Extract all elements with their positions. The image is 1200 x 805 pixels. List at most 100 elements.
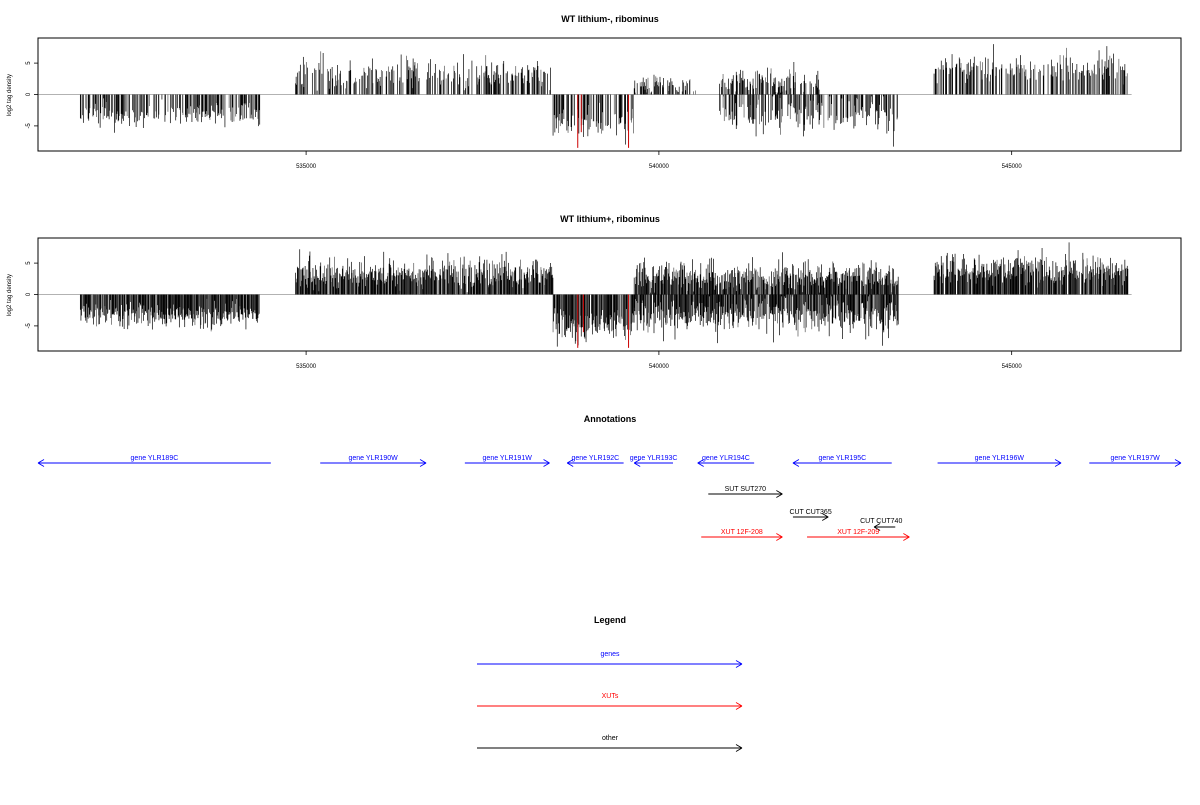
legend-item-gene: genes bbox=[477, 651, 743, 668]
feature-gene: gene YLR193C bbox=[630, 455, 678, 467]
feature-gene: gene YLR191W bbox=[464, 455, 550, 467]
arrow-head bbox=[1054, 459, 1062, 464]
arrow-head bbox=[776, 490, 783, 495]
bar-series bbox=[38, 242, 1132, 348]
arrow-head bbox=[419, 459, 427, 464]
y-tick-label: 0 bbox=[26, 92, 32, 96]
legend-item-xut: XUTs bbox=[477, 693, 743, 710]
panel-lithium-minus: WT lithium-, ribominus -5 0 5 535000 540000… bbox=[7, 14, 1182, 170]
feature-xut: XUT 12F-208 bbox=[701, 529, 783, 541]
y-tick-label: -5 bbox=[26, 323, 32, 329]
y-axis-label: log2 tag density bbox=[7, 74, 13, 116]
feature-label: gene YLR193C bbox=[630, 455, 678, 462]
legend-label: genes bbox=[600, 651, 620, 658]
arrow-head bbox=[543, 459, 550, 464]
panel-title: WT lithium-, ribominus bbox=[561, 14, 659, 24]
arrow-head bbox=[735, 660, 743, 665]
feature-label: CUT CUT365 bbox=[789, 509, 831, 516]
arrow-head bbox=[821, 513, 829, 518]
panel-lithium-plus: WT lithium+, ribominus -5 0 5 535000 540000… bbox=[7, 214, 1182, 370]
arrow-head bbox=[735, 663, 743, 668]
feature-label: gene YLR191W bbox=[483, 455, 533, 462]
feature-other: CUT CUT365 bbox=[789, 509, 832, 521]
feature-label: XUT 12F-208 bbox=[721, 529, 763, 536]
arrow-head bbox=[776, 533, 783, 538]
feature-gene: gene YLR189C bbox=[37, 455, 271, 467]
arrow-head bbox=[735, 702, 743, 707]
feature-gene: gene YLR190W bbox=[320, 455, 427, 467]
arrow-head bbox=[1174, 462, 1182, 467]
arrow-head bbox=[633, 462, 641, 467]
arrow-head bbox=[419, 462, 427, 467]
panel-title: WT lithium+, ribominus bbox=[560, 214, 660, 224]
arrow-head bbox=[697, 459, 704, 464]
y-axis-label: log2 tag density bbox=[7, 274, 13, 316]
arrow-head bbox=[566, 459, 574, 464]
x-tick-label: 545000 bbox=[1002, 164, 1023, 170]
arrow-head bbox=[735, 705, 743, 710]
y-tick-label: -5 bbox=[26, 123, 32, 129]
annotations-track: Annotations gene YLR189C gene YLR190W gene… bbox=[37, 414, 1182, 541]
arrow-head bbox=[873, 523, 881, 528]
feature-gene: gene YLR197W bbox=[1089, 455, 1182, 467]
arrow-head bbox=[903, 533, 910, 538]
feature-other: CUT CUT740 bbox=[860, 518, 902, 531]
x-tick-label: 535000 bbox=[296, 364, 317, 370]
feature-label: gene YLR194C bbox=[702, 455, 750, 462]
x-tick-label: 545000 bbox=[1002, 364, 1023, 370]
feature-gene: gene YLR194C bbox=[697, 455, 755, 467]
arrow-head bbox=[873, 526, 881, 531]
feature-label: gene YLR195C bbox=[818, 455, 866, 462]
arrow-head bbox=[1054, 462, 1062, 467]
x-tick-label: 540000 bbox=[649, 164, 670, 170]
arrow-head bbox=[633, 459, 641, 464]
feature-xut: XUT 12F-209 bbox=[807, 529, 910, 541]
arrow-head bbox=[792, 459, 800, 464]
feature-gene: gene YLR192C bbox=[566, 455, 624, 467]
feature-label: gene YLR189C bbox=[131, 455, 179, 462]
x-axis: 535000 540000 545000 bbox=[296, 350, 1023, 370]
arrow-head bbox=[697, 462, 704, 467]
arrow-head bbox=[776, 536, 783, 541]
feature-label: XUT 12F-209 bbox=[837, 529, 879, 536]
arrow-head bbox=[37, 462, 45, 467]
legend-title: Legend bbox=[594, 615, 626, 625]
feature-other: SUT SUT270 bbox=[708, 486, 783, 498]
arrow-head bbox=[735, 744, 743, 749]
feature-label: CUT CUT740 bbox=[860, 518, 902, 525]
arrow-head bbox=[792, 462, 800, 467]
feature-gene: gene YLR196W bbox=[937, 455, 1062, 467]
legend-items: genes XUTs other bbox=[477, 651, 743, 752]
x-axis: 535000 540000 545000 bbox=[296, 150, 1023, 170]
annotations-title: Annotations bbox=[584, 414, 637, 424]
y-tick-label: 0 bbox=[26, 292, 32, 296]
arrow-head bbox=[735, 747, 743, 752]
legend-item-other: other bbox=[477, 735, 743, 752]
arrow-head bbox=[543, 462, 550, 467]
feature-label: gene YLR197W bbox=[1110, 455, 1160, 462]
x-tick-label: 540000 bbox=[649, 364, 670, 370]
arrow-head bbox=[37, 459, 45, 464]
bar-series bbox=[38, 44, 1132, 148]
y-axis: -5 0 5 bbox=[26, 61, 39, 129]
legend: Legend genes XUTs other bbox=[477, 615, 743, 752]
feature-gene: gene YLR195C bbox=[792, 455, 892, 467]
legend-label: other bbox=[602, 735, 619, 742]
feature-label: SUT SUT270 bbox=[725, 486, 767, 493]
arrow-head bbox=[903, 536, 910, 541]
arrow-head bbox=[1174, 459, 1182, 464]
arrow-head bbox=[566, 462, 574, 467]
feature-label: gene YLR192C bbox=[572, 455, 620, 462]
arrow-head bbox=[821, 516, 829, 521]
y-axis: -5 0 5 bbox=[26, 261, 39, 329]
feature-label: gene YLR190W bbox=[348, 455, 398, 462]
arrow-head bbox=[776, 493, 783, 498]
feature-list: gene YLR189C gene YLR190W gene YLR191W gene… bbox=[37, 455, 1182, 541]
y-tick-label: 5 bbox=[26, 61, 32, 65]
x-tick-label: 535000 bbox=[296, 164, 317, 170]
feature-label: gene YLR196W bbox=[975, 455, 1025, 462]
y-tick-label: 5 bbox=[26, 261, 32, 265]
legend-label: XUTs bbox=[602, 693, 619, 700]
